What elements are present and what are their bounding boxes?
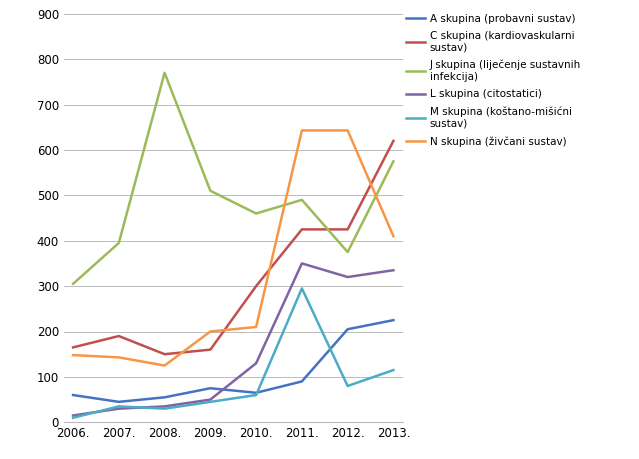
Legend: A skupina (probavni sustav), C skupina (kardiovaskularni
sustav), J skupina (lij: A skupina (probavni sustav), C skupina (… (406, 14, 581, 146)
